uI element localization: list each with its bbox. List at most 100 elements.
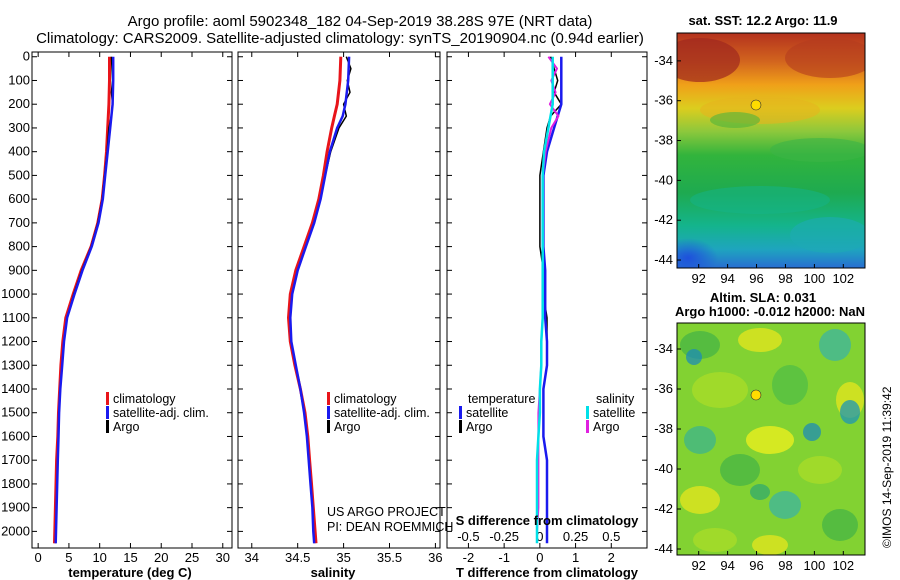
map-lat-label: -42 <box>654 212 673 227</box>
map-lat-label: -38 <box>654 421 673 436</box>
salinity-panel-frame <box>237 51 441 549</box>
sla-map-title1: Altim. SLA: 0.031 <box>710 290 816 305</box>
map-lat-label: -38 <box>654 133 673 148</box>
depth-tick-label: 600 <box>8 191 30 206</box>
legend-climatology-label: climatology <box>113 392 176 406</box>
sla-map-frame <box>676 322 866 556</box>
map-lon-label: 98 <box>778 558 792 573</box>
axis-ticks: 0100200300400500600700800900100011001200… <box>1 49 647 565</box>
temperature-panel-frame <box>31 51 233 549</box>
sla-blob <box>798 456 842 484</box>
salinity-legend: climatology satellite-adj. clim. Argo <box>327 392 430 434</box>
map-lat-label: -34 <box>654 53 673 68</box>
legend3-t-satellite-label: satellite <box>466 406 508 420</box>
depth-tick-label: 1900 <box>1 500 30 515</box>
x-tick-label: 5 <box>65 550 72 565</box>
map-lat-label: -36 <box>654 93 673 108</box>
map-lat-label: -34 <box>654 341 673 356</box>
sla-blob <box>803 423 821 441</box>
sla-blob <box>693 528 737 552</box>
legend-climatology-swatch <box>106 392 109 405</box>
x-tick-label: -1 <box>498 550 510 565</box>
tdiff-satellite-line <box>542 56 563 544</box>
map-lon-label: 94 <box>720 271 734 286</box>
sla-map-image <box>677 323 865 555</box>
x-tick-label: 0.5 <box>602 529 620 544</box>
temperature-legend: climatology satellite-adj. clim. Argo <box>106 392 209 434</box>
credit-line2: PI: DEAN ROEMMICH <box>327 520 453 534</box>
x-tick-label: 36 <box>428 550 442 565</box>
map-lon-label: 100 <box>804 271 826 286</box>
map-lat-label: -44 <box>654 541 673 556</box>
x-tick-label: -2 <box>463 550 475 565</box>
x-tick-label: 0 <box>536 550 543 565</box>
sla-blob <box>692 372 748 408</box>
copyright-stamp: ©IMOS 14-Sep-2019 11:39:42 <box>880 386 894 548</box>
sla-blob <box>819 329 851 361</box>
map-lon-label: 100 <box>804 558 826 573</box>
legend3-s-argo-swatch <box>586 420 589 433</box>
argo-position-marker <box>750 389 762 401</box>
profile-curves <box>53 56 563 544</box>
map-lat-label: -36 <box>654 381 673 396</box>
legend3-s-satellite-swatch <box>586 406 589 419</box>
legend2-climatology-swatch <box>327 392 330 405</box>
x-tick-label: 30 <box>216 550 230 565</box>
x-tick-label: -0.25 <box>489 529 519 544</box>
legend3-t-argo-swatch <box>459 420 462 433</box>
x-tick-label: 1 <box>572 550 579 565</box>
map-lat-label: -42 <box>654 501 673 516</box>
depth-tick-label: 1600 <box>1 428 30 443</box>
temp-satellite-line <box>54 56 115 544</box>
depth-tick-label: 1100 <box>2 310 30 325</box>
tdiff-axis-label: T difference from climatology <box>456 565 639 580</box>
sla-blob <box>769 491 801 519</box>
sla-blob <box>752 535 788 555</box>
legend3-t-satellite-swatch <box>459 406 462 419</box>
sla-blob <box>840 400 860 424</box>
x-tick-label: -0.5 <box>457 529 479 544</box>
sla-map-title2: Argo h1000: -0.012 h2000: NaN <box>675 304 865 319</box>
figure-title-line1: Argo profile: aoml 5902348_182 04-Sep-20… <box>128 13 593 30</box>
credit-line1: US ARGO PROJECT <box>327 505 446 519</box>
legend-satellite-swatch <box>106 406 109 419</box>
sdiff-satellite-line <box>535 56 554 544</box>
legend-argo-swatch <box>106 420 109 433</box>
sal-satellite-line <box>289 56 351 544</box>
legend-satellite-label: satellite-adj. clim. <box>113 406 209 420</box>
sla-blob <box>750 484 770 500</box>
map-lon-label: 98 <box>778 271 792 286</box>
legend3-temperature-heading: temperature <box>468 392 535 406</box>
sla-blob <box>684 426 716 454</box>
depth-tick-label: 700 <box>8 215 30 230</box>
sla-blob <box>822 509 858 541</box>
depth-tick-label: 1800 <box>1 476 30 491</box>
depth-tick-label: 400 <box>8 144 30 159</box>
legend-argo-label: Argo <box>113 420 139 434</box>
depth-tick-label: 300 <box>8 120 30 135</box>
depth-tick-label: 800 <box>8 239 30 254</box>
difference-panel-frame <box>446 51 648 549</box>
sla-blob <box>686 349 702 365</box>
sla-blob <box>772 365 808 405</box>
sst-map-frame <box>676 32 866 269</box>
temp-climatology-line <box>53 56 111 544</box>
depth-tick-label: 900 <box>8 262 30 277</box>
temperature-axis-label: temperature (deg C) <box>68 565 192 580</box>
depth-tick-label: 1200 <box>1 334 30 349</box>
map-lon-label: 96 <box>749 271 763 286</box>
map-lat-label: -44 <box>654 252 673 267</box>
legend2-argo-swatch <box>327 420 330 433</box>
map-lon-label: 102 <box>832 558 854 573</box>
legend3-s-argo-label: Argo <box>593 420 619 434</box>
sla-blob <box>746 426 794 454</box>
depth-tick-label: 1700 <box>1 452 30 467</box>
x-tick-label: 0 <box>536 529 543 544</box>
map-lon-label: 92 <box>691 271 705 286</box>
map-lon-label: 94 <box>720 558 734 573</box>
map-lon-label: 102 <box>832 271 854 286</box>
sst-map-ticks: 92 94 96 98 100 102 -34 -36 -38 -40 -42 -44 <box>654 53 854 286</box>
x-tick-label: 15 <box>123 550 137 565</box>
legend2-satellite-label: satellite-adj. clim. <box>334 406 430 420</box>
